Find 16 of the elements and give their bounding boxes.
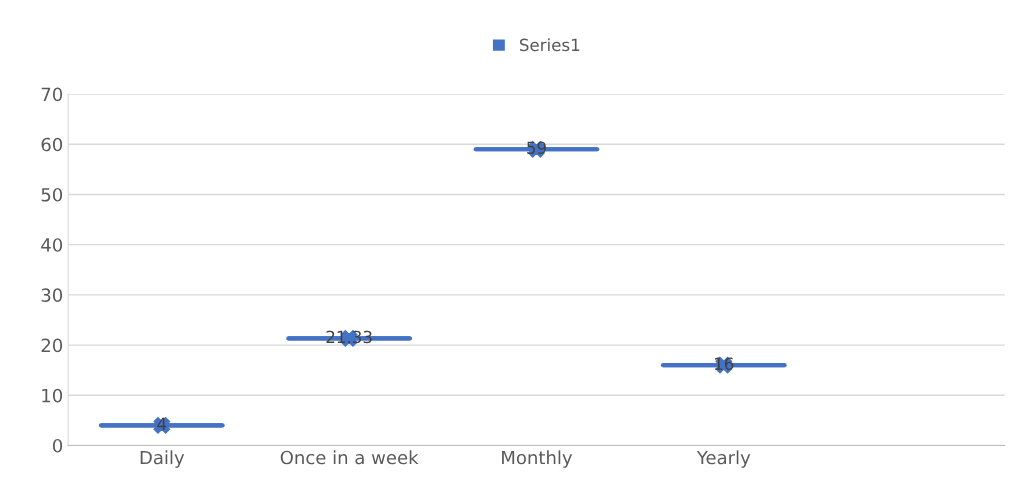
y-tick-label: 20 [41,338,63,353]
y-tick-label: 50 [41,187,63,202]
y-tick-label: 60 [41,137,63,152]
x-tick-label: Once in a week [280,450,419,465]
y-tick-label: 40 [41,238,63,252]
text: 16 [715,357,734,370]
y-tick-label: 10 [42,388,63,403]
x-tick-label: Yearly [696,450,751,468]
x-tick-label: Monthly [502,450,573,468]
legend-label: Series1 [519,38,580,52]
text: 4 [157,417,167,431]
x-tick-label: Daily [140,450,185,468]
y-tick-label: 0 [52,438,63,453]
text: 59 [527,141,546,155]
y-tick-label: 30 [41,288,63,302]
y-tick-label: 70 [41,87,63,102]
